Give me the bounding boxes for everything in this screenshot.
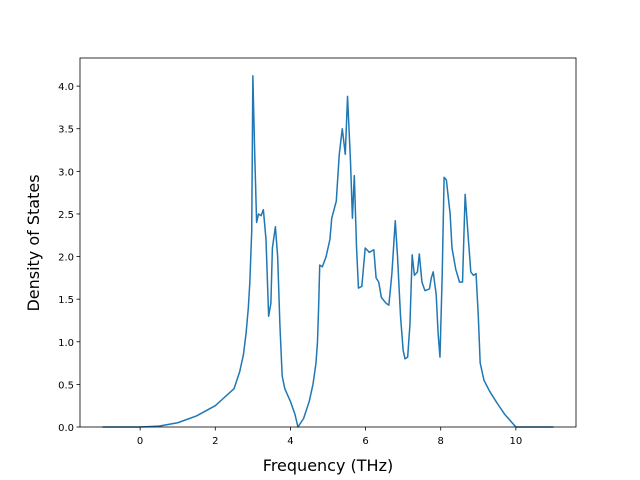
plot-frame: [79, 57, 577, 428]
y-tick-label: 0.0: [58, 423, 74, 434]
x-tick-label: 4: [287, 436, 293, 447]
x-tick-label: 8: [438, 436, 444, 447]
y-tick-label: 1.0: [58, 338, 74, 349]
line: [102, 75, 554, 428]
y-tick-label: 1.5: [58, 295, 74, 306]
x-axis-label: Frequency (THz): [263, 456, 393, 475]
x-tick-label: 6: [362, 436, 368, 447]
y-tick-label: 2.0: [58, 253, 74, 264]
y-tick-label: 2.5: [58, 210, 74, 221]
y-tick-label: 0.5: [58, 380, 74, 391]
y-axis-label: Density of States: [24, 174, 43, 311]
y-tick-label: 4.0: [58, 82, 74, 93]
x-tick-label: 10: [510, 436, 523, 447]
x-tick-label: 2: [212, 436, 218, 447]
y-tick-label: 3.0: [58, 167, 74, 178]
y-tick-label: 3.5: [58, 125, 74, 136]
x-tick-label: 0: [137, 436, 143, 447]
